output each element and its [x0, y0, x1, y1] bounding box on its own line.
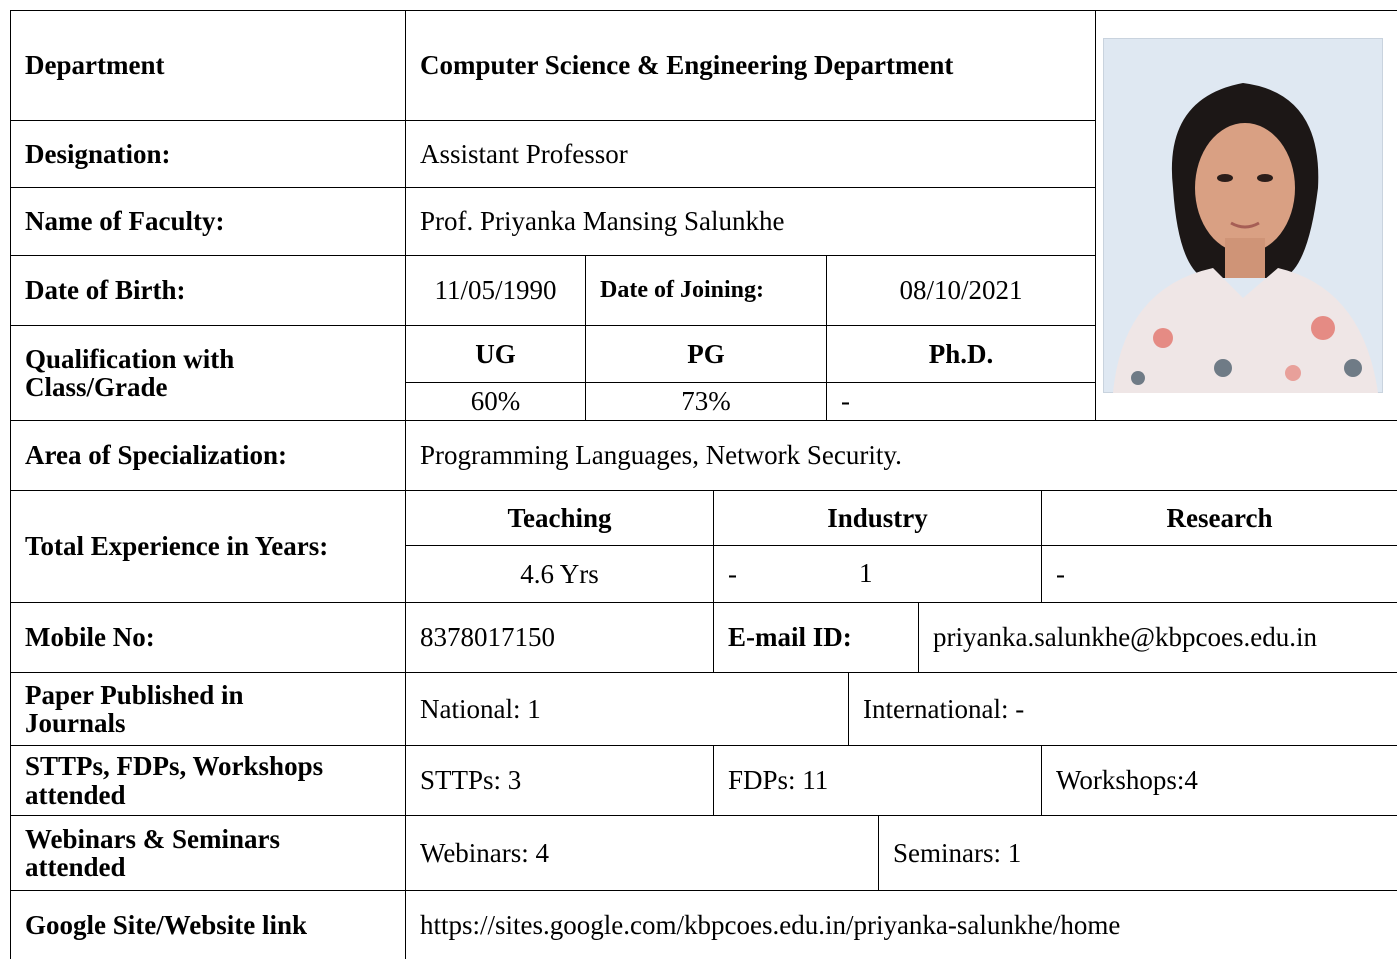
cell-text: -	[841, 386, 850, 417]
cell-text: Date of Joining:	[600, 276, 764, 303]
cell-text: National: 1	[420, 693, 541, 724]
table-cell: 73%	[585, 382, 827, 421]
label-cell: Designation:	[10, 120, 406, 188]
cell-text: FDPs: 11	[728, 765, 829, 796]
label-cell: Date of Joining:	[585, 255, 827, 326]
table-cell: priyanka.salunkhe@kbpcoes.edu.in	[918, 602, 1397, 673]
header-cell: Industry	[713, 490, 1042, 546]
cell-text: 4.6 Yrs	[520, 558, 599, 589]
table-cell: -	[713, 545, 1042, 603]
header-cell: PG	[585, 325, 827, 383]
field-label: Department	[25, 50, 165, 81]
label-cell: Google Site/Website link	[10, 890, 406, 959]
cell-text: 73%	[681, 386, 731, 417]
cell-text: Teaching	[507, 502, 612, 533]
table-cell: FDPs: 11	[713, 745, 1042, 816]
label-cell: Department	[10, 10, 406, 121]
table-cell: Webinars: 4	[405, 815, 879, 891]
field-label: Qualification with Class/Grade	[25, 343, 235, 402]
cell-text: Assistant Professor	[420, 138, 628, 169]
table-cell: Workshops:4	[1041, 745, 1397, 816]
header-cell: Research	[1041, 490, 1397, 546]
cell-text: 08/10/2021	[899, 275, 1023, 306]
cell-text: 11/05/1990	[434, 275, 557, 306]
label-cell: Paper Published in Journals	[10, 672, 406, 746]
cell-text: International: -	[863, 693, 1025, 724]
label-cell: Name of Faculty:	[10, 187, 406, 256]
cell-text: STTPs: 3	[420, 765, 522, 796]
field-label: Webinars & Seminars attended	[25, 823, 281, 882]
cell-text: PG	[687, 338, 725, 369]
table-cell: 8378017150	[405, 602, 714, 673]
cell-text: Prof. Priyanka Mansing Salunkhe	[420, 206, 785, 237]
table-cell: 60%	[405, 382, 586, 421]
label-cell: Mobile No:	[10, 602, 406, 673]
field-label: Paper Published in Journals	[25, 679, 244, 738]
table-cell: -	[826, 382, 1096, 421]
label-cell: Qualification with Class/Grade	[10, 325, 406, 421]
header-cell: Ph.D.	[826, 325, 1096, 383]
cell-text: Industry	[827, 502, 928, 533]
label-cell: STTPs, FDPs, Workshops attended	[10, 745, 406, 816]
header-cell: Teaching	[405, 490, 714, 546]
cell-text: 8378017150	[420, 622, 555, 653]
cell-text: Seminars: 1	[893, 837, 1022, 868]
table-cell: https://sites.google.com/kbpcoes.edu.in/…	[405, 890, 1397, 959]
cell-text: -	[728, 558, 737, 589]
table-cell: Programming Languages, Network Security.	[405, 420, 1397, 491]
field-label: Name of Faculty:	[25, 206, 225, 237]
cell-text: https://sites.google.com/kbpcoes.edu.in/…	[420, 909, 1121, 940]
cell-text: UG	[475, 338, 516, 369]
cell-text: -	[1056, 558, 1065, 589]
cell-text: 60%	[470, 386, 521, 417]
table-cell: -	[1041, 545, 1397, 603]
field-label: STTPs, FDPs, Workshops attended	[25, 751, 324, 810]
field-label: Total Experience in Years:	[25, 531, 329, 562]
field-label: Date of Birth:	[25, 275, 186, 306]
faculty-photo	[1103, 38, 1383, 393]
table-cell: STTPs: 3	[405, 745, 714, 816]
value-cell: Computer Science & Engineering Departmen…	[405, 10, 1096, 121]
cell-text: priyanka.salunkhe@kbpcoes.edu.in	[933, 622, 1318, 653]
label-cell: E-mail ID:	[713, 602, 919, 673]
field-label: Google Site/Website link	[25, 909, 308, 940]
field-label: Designation:	[25, 138, 171, 169]
table-cell: Prof. Priyanka Mansing Salunkhe	[405, 187, 1096, 256]
field-label: Area of Specialization:	[25, 440, 287, 471]
table-cell: Assistant Professor	[405, 120, 1096, 188]
cell-text: E-mail ID:	[728, 622, 852, 653]
table-cell: 4.6 Yrs	[405, 545, 714, 603]
cell-text: Computer Science & Engineering Departmen…	[420, 50, 954, 81]
header-cell: UG	[405, 325, 586, 383]
table-cell: Seminars: 1	[878, 815, 1397, 891]
cell-text: 1	[859, 558, 873, 588]
label-cell: Webinars & Seminars attended	[10, 815, 406, 891]
label-cell: Area of Specialization:	[10, 420, 406, 491]
field-label: Mobile No:	[25, 622, 155, 653]
cell-text: Workshops:4	[1056, 765, 1198, 796]
cell-text: Webinars: 4	[420, 837, 550, 868]
table-cell: National: 1	[405, 672, 849, 746]
table-cell: 11/05/1990	[405, 255, 586, 326]
label-cell: Date of Birth:	[10, 255, 406, 326]
cell-text: Ph.D.	[928, 338, 994, 369]
table-cell: International: -	[848, 672, 1397, 746]
cell-text: Research	[1166, 502, 1273, 533]
table-cell: 08/10/2021	[826, 255, 1096, 326]
label-cell: Total Experience in Years:	[10, 490, 406, 603]
cell-text: Programming Languages, Network Security.	[420, 440, 902, 471]
